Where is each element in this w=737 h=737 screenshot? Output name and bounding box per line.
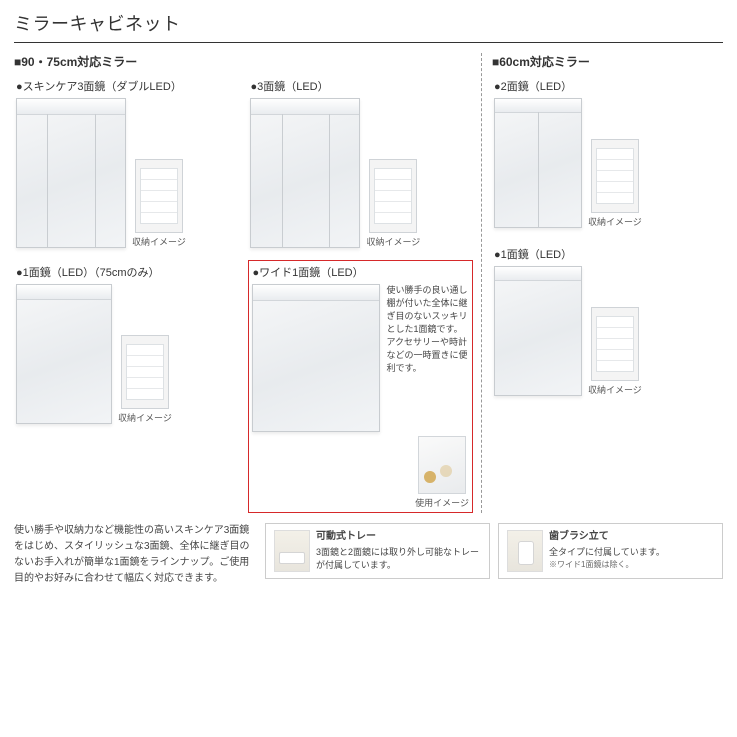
item-title: ●ワイド1面鏡（LED） [252,264,468,280]
feature-brush: 歯ブラシ立て 全タイプに付属しています。 ※ワイド1面鏡は除く。 [498,523,723,579]
feature-title: 歯ブラシ立て [549,530,665,544]
storage-caption: 収納イメージ [588,383,642,396]
columns: ■90・75cm対応ミラー ●スキンケア3面鏡（ダブルLED） 収納イメージ [14,53,723,513]
col-90-75: ■90・75cm対応ミラー ●スキンケア3面鏡（ダブルLED） 収納イメージ [14,53,482,513]
storage-thumb: 収納イメージ [588,139,642,228]
storage-thumb: 収納イメージ [118,335,172,424]
storage-caption: 収納イメージ [366,235,420,248]
mirror-3panel-icon [16,98,126,248]
feature-tray: 可動式トレー 3面鏡と2面鏡には取り外し可能なトレーが付属しています。 [265,523,490,579]
usage-icon [418,436,466,494]
storage-thumb: 収納イメージ [366,159,420,248]
col-60: ■60cm対応ミラー ●2面鏡（LED） 収納イメージ ●1面鏡（LED） [482,53,723,513]
item-title: ●1面鏡（LED） [494,246,721,262]
mirror-1panel-icon [16,284,112,424]
lineup-description: 使い勝手や収納力など機能性の高いスキンケア3面鏡をはじめ、スタイリッシュな3面鏡… [14,523,253,587]
bottom-row: 使い勝手や収納力など機能性の高いスキンケア3面鏡をはじめ、スタイリッシュな3面鏡… [14,513,723,587]
catalog-page: ミラーキャビネット ■90・75cm対応ミラー ●スキンケア3面鏡（ダブルLED… [0,0,737,607]
storage-icon [369,159,417,233]
storage-caption: 収納イメージ [132,235,186,248]
item-skincare-3men: ●スキンケア3面鏡（ダブルLED） 収納イメージ [14,74,238,252]
feature-text: 全タイプに付属しています。 [549,546,665,559]
item-wide-1men: ●ワイド1面鏡（LED） 使い勝手の良い通し棚が付いた全体に継ぎ目のないスッキリ… [248,260,472,513]
feature-title: 可動式トレー [316,530,481,544]
mirror-wide-icon [252,284,380,432]
storage-thumb: 収納イメージ [132,159,186,248]
feature-note: ※ワイド1面鏡は除く。 [549,559,665,570]
page-title: ミラーキャビネット [14,10,723,43]
item-1men-60: ●1面鏡（LED） 収納イメージ [492,242,723,400]
toothbrush-holder-icon [507,530,543,572]
mirror-3panel-icon [250,98,360,248]
storage-icon [135,159,183,233]
tray-icon [274,530,310,572]
storage-caption: 収納イメージ [588,215,642,228]
feature-boxes: 可動式トレー 3面鏡と2面鏡には取り外し可能なトレーが付属しています。 歯ブラシ… [265,523,723,579]
mirror-2panel-icon [494,98,582,228]
item-3men: ●3面鏡（LED） 収納イメージ [248,74,472,252]
storage-icon [591,139,639,213]
storage-icon [121,335,169,409]
item-title: ●1面鏡（LED）（75cmのみ） [16,264,236,280]
wide-blurb: 使い勝手の良い通し棚が付いた全体に継ぎ目のないスッキリとした1面鏡です。アクセサ… [386,284,468,375]
item-title: ●2面鏡（LED） [494,78,721,94]
item-title: ●スキンケア3面鏡（ダブルLED） [16,78,236,94]
item-title: ●3面鏡（LED） [250,78,470,94]
usage-thumb: 使用イメージ [415,436,469,509]
storage-icon [591,307,639,381]
storage-caption: 収納イメージ [118,411,172,424]
usage-caption: 使用イメージ [415,496,469,509]
feature-text: 3面鏡と2面鏡には取り外し可能なトレーが付属しています。 [316,546,481,571]
grid-90-75: ●スキンケア3面鏡（ダブルLED） 収納イメージ ●3面鏡（LED） [14,74,473,513]
mirror-1panel-icon [494,266,582,396]
storage-thumb: 収納イメージ [588,307,642,396]
heading-60: ■60cm対応ミラー [492,53,723,70]
heading-90-75: ■90・75cm対応ミラー [14,53,473,70]
item-1men-75: ●1面鏡（LED）（75cmのみ） 収納イメージ [14,260,238,513]
item-2men: ●2面鏡（LED） 収納イメージ [492,74,723,232]
